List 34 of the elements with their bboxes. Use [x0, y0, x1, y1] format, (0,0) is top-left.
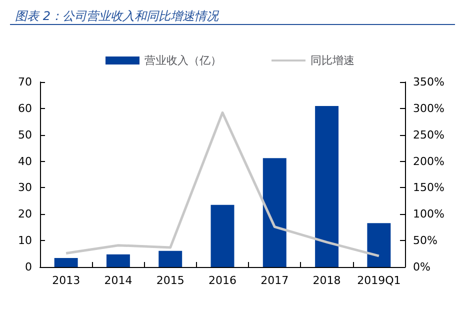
x-tick-label: 2017	[260, 274, 289, 287]
x-tick-label: 2016	[208, 274, 236, 287]
y2-tick-label: 50%	[413, 234, 438, 248]
bar	[210, 204, 234, 267]
y-tick-label: 30	[18, 181, 32, 194]
chart-title: 图表 2：公司营业收入和同比增速情况	[15, 9, 220, 23]
y-tick-label: 0	[25, 260, 32, 274]
y2-tick-label: 200%	[413, 154, 444, 168]
bar	[367, 223, 391, 267]
y2-tick-label: 0%	[413, 260, 430, 274]
y-tick-label: 70	[18, 76, 32, 88]
y-tick-label: 60	[18, 102, 32, 115]
x-tick-label: 2014	[104, 274, 132, 287]
bar	[315, 106, 339, 267]
legend-label: 营业收入（亿）	[144, 54, 222, 67]
bar	[106, 254, 130, 267]
x-tick-label: 2019Q1	[357, 274, 401, 287]
y-tick-label: 40	[18, 154, 32, 168]
y2-tick-label: 250%	[413, 128, 444, 142]
y2-tick-label: 350%	[413, 76, 444, 88]
y2-tick-label: 300%	[413, 102, 444, 115]
bar	[54, 258, 78, 267]
bar	[158, 250, 182, 267]
line-series	[64, 111, 380, 258]
y2-tick-label: 100%	[413, 208, 444, 221]
legend-label: 同比增速	[310, 54, 354, 67]
x-tick-label: 2015	[156, 274, 184, 287]
y2-tick-label: 150%	[413, 181, 444, 194]
x-tick-label: 2013	[52, 274, 80, 287]
bar	[262, 158, 286, 267]
y-tick-label: 50	[18, 128, 32, 142]
x-tick-label: 2018	[312, 274, 341, 287]
y-tick-label: 20	[18, 208, 32, 221]
y-tick-label: 10	[18, 234, 32, 248]
